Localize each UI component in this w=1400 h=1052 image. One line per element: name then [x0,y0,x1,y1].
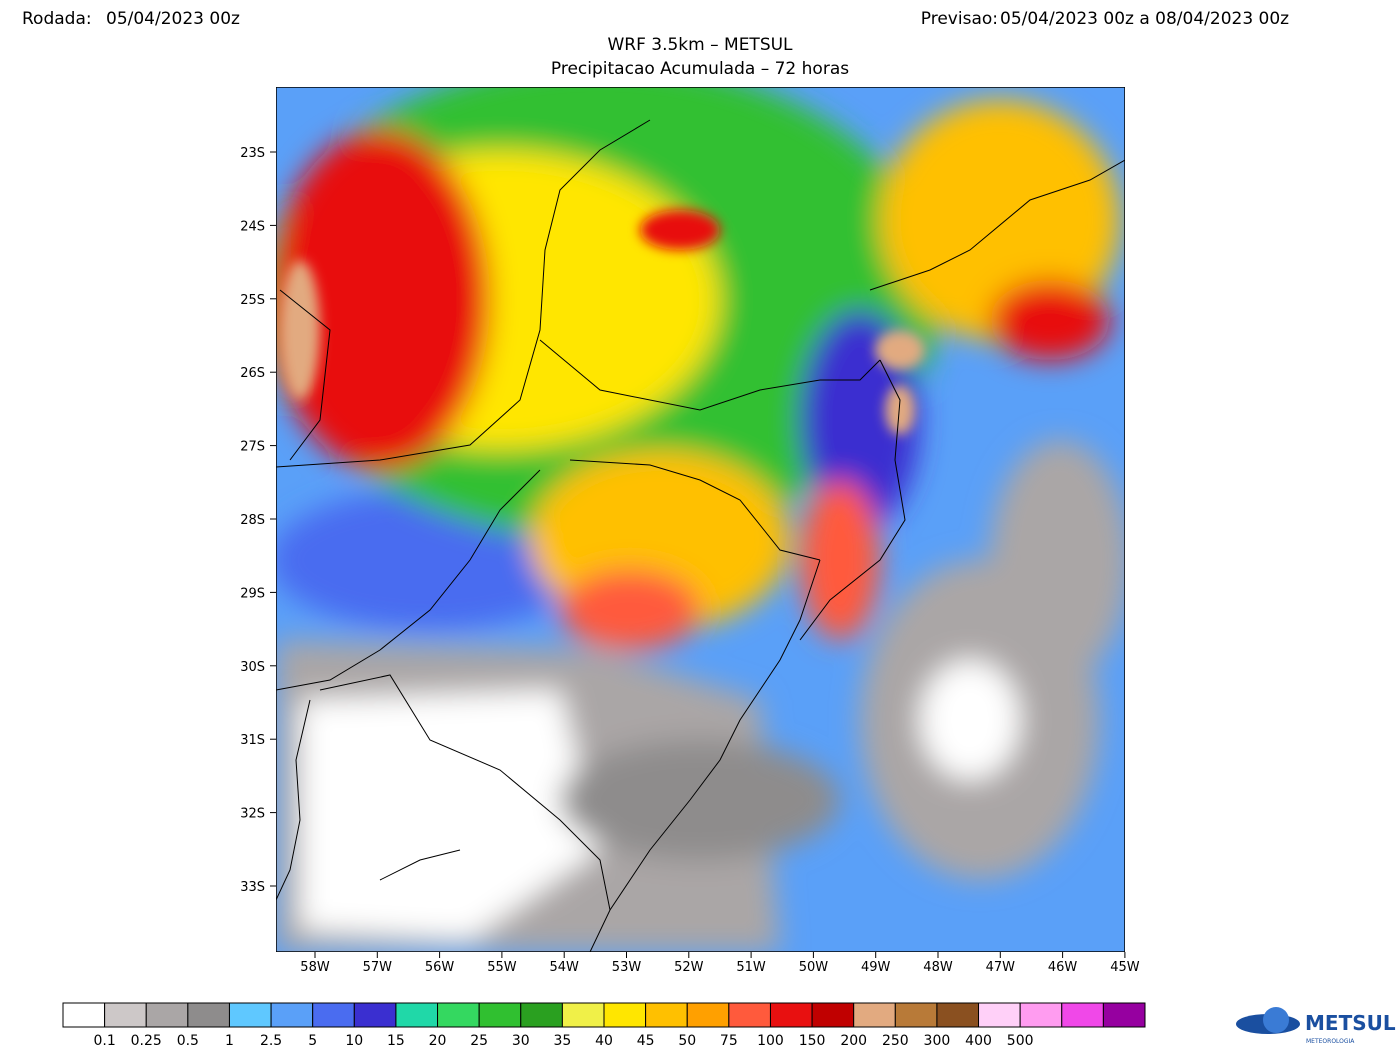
forecast-value: 05/04/2023 00z a 08/04/2023 00z [1000,9,1289,29]
lon-label: 49W [861,960,891,975]
legend-label: 15 [387,1033,405,1049]
lat-label: 28S [240,513,265,528]
lon-label: 47W [986,960,1016,975]
lon-label: 45W [1110,960,1140,975]
title: WRF 3.5km – METSUL [607,35,793,55]
legend-swatch [936,1002,980,1028]
forecast-label: Previsao: [921,9,998,29]
legend-label: 100 [757,1033,784,1049]
legend-label: 75 [720,1033,738,1049]
run-value: 05/04/2023 00z [106,9,240,29]
legend-swatch [145,1002,189,1028]
legend-label: 10 [345,1033,363,1049]
lon-label: 54W [549,960,579,975]
legend-swatch [1019,1002,1063,1028]
lon-label: 51W [736,960,766,975]
lat-label: 32S [240,807,265,822]
legend-label: 30 [512,1033,530,1049]
legend-label: 300 [924,1033,951,1049]
legend-swatch [603,1002,647,1028]
legend-label: 500 [1007,1033,1034,1049]
legend-label: 2.5 [260,1033,282,1049]
legend-swatch [853,1002,896,1028]
precipitation-field [276,87,1125,952]
legend-label: 50 [678,1033,696,1049]
axes: 23S 24S 25S 26S 27S 28S 29S 30S 31S 32S 33S 58W 57W 5… [240,146,1140,975]
lat-label: 30S [240,660,265,675]
lat-label: 25S [240,293,265,308]
lat-label: 26S [240,366,265,381]
lat-label: 29S [240,586,265,601]
legend-swatch [978,1002,1021,1028]
legend-swatch [811,1002,855,1028]
lat-label: 24S [240,219,265,234]
legend-swatch [395,1002,439,1028]
lat-label: 27S [240,440,265,455]
lon-label: 50W [799,960,829,975]
legend-swatch [645,1002,688,1028]
legend-label: 200 [840,1033,867,1049]
logo-tagline: METEOROLOGIA [1306,1038,1355,1045]
lon-label: 52W [674,960,704,975]
lon-label: 57W [363,960,393,975]
legend-label: 5 [308,1033,317,1049]
legend-swatch [728,1002,771,1028]
lon-label: 56W [425,960,455,975]
legend-swatch [478,1002,522,1028]
legend-swatch [270,1002,314,1028]
logo: METSUL METEOROLOGIA [1236,1007,1396,1045]
legend-swatch [104,1002,147,1028]
legend-swatch [62,1002,106,1028]
legend-swatch [353,1002,397,1028]
legend-label: 40 [595,1033,613,1049]
legend-swatch [437,1002,480,1028]
lon-label: 55W [487,960,517,975]
lon-label: 53W [612,960,642,975]
legend-swatch [1102,1002,1146,1028]
legend-swatch [686,1002,730,1028]
legend-label: 20 [429,1033,447,1049]
run-label: Rodada: [22,9,92,29]
legend-label: 45 [637,1033,655,1049]
lon-label: 58W [300,960,330,975]
legend: 0.1 0.25 0.5 1 2.5 5 10 15 20 25 30 35 40 45 50 75 100 15… [62,1002,1146,1049]
legend-swatch [187,1002,230,1028]
lat-label: 31S [240,733,265,748]
legend-label: 250 [882,1033,909,1049]
legend-label: 35 [553,1033,571,1049]
legend-label: 400 [965,1033,992,1049]
legend-swatch [769,1002,813,1028]
legend-label: 0.1 [93,1033,115,1049]
legend-swatch [312,1002,355,1028]
legend-label: 150 [799,1033,826,1049]
lon-label: 48W [923,960,953,975]
legend-swatch [894,1002,938,1028]
legend-swatch [561,1002,605,1028]
legend-swatch [228,1002,272,1028]
legend-swatch [520,1002,563,1028]
logo-name: METSUL [1305,1011,1396,1035]
lat-label: 23S [240,146,265,161]
lon-label: 46W [1048,960,1078,975]
legend-label: 0.5 [177,1033,199,1049]
legend-swatch [1061,1002,1104,1028]
subtitle: Precipitacao Acumulada – 72 horas [551,59,849,79]
lat-label: 33S [240,880,265,895]
legend-label: 0.25 [131,1033,162,1049]
legend-label: 1 [225,1033,234,1049]
legend-label: 25 [470,1033,488,1049]
